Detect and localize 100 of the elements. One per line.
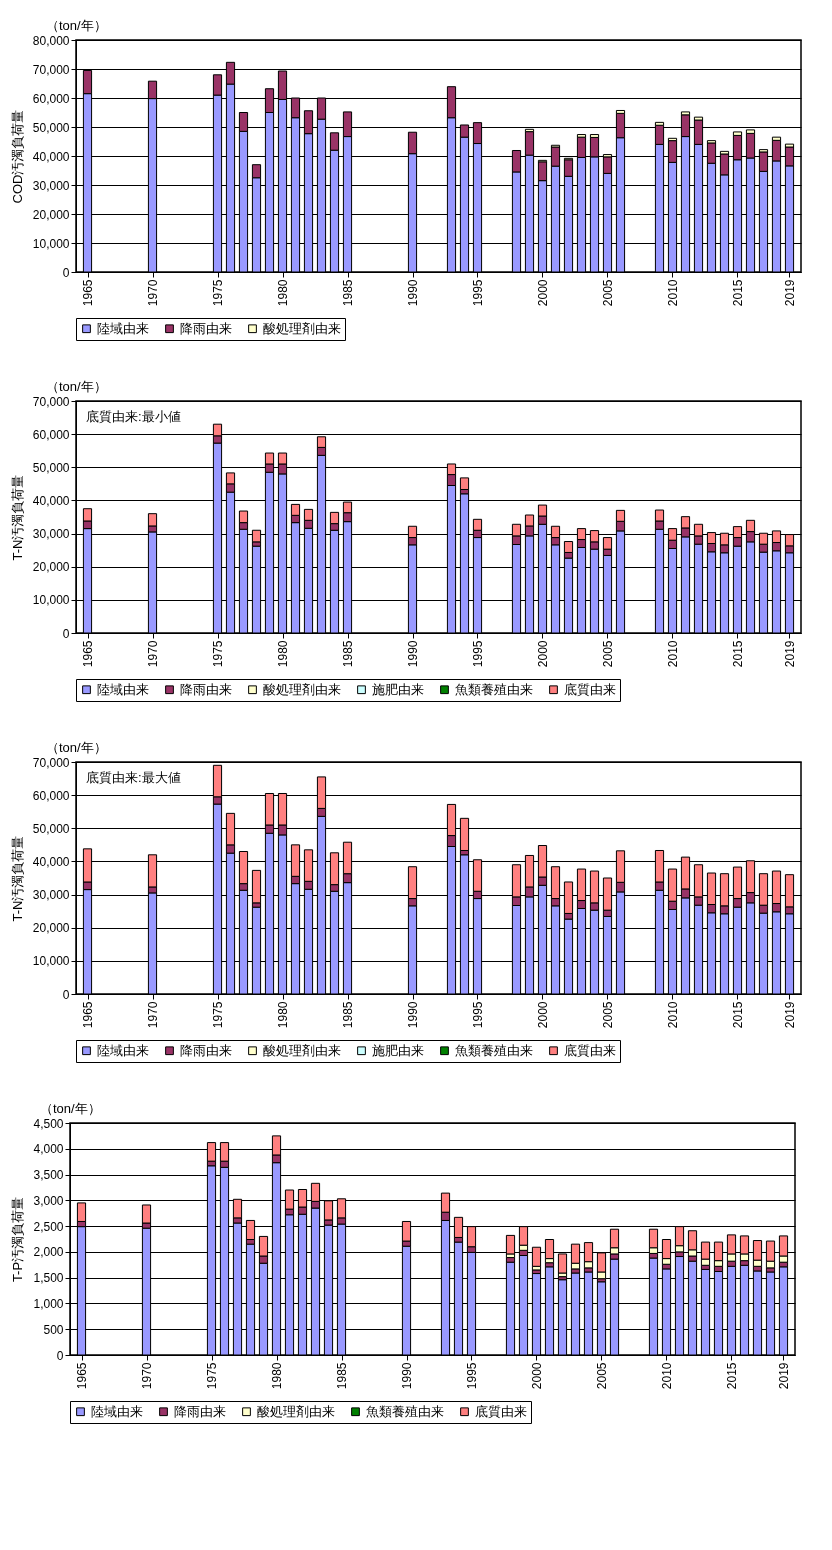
legend-label: 施肥由来 <box>372 681 424 697</box>
x-tick-label: 1985 <box>341 640 355 668</box>
x-tick-label: 2015 <box>731 279 745 307</box>
y-tick-label: 70,000 <box>32 62 70 77</box>
y-tick-label: 0 <box>56 1348 64 1363</box>
legend-label: 酸処理剤由来 <box>263 320 341 336</box>
x-tick-label: 2000 <box>536 1001 550 1029</box>
y-axis-title: T-N汚濁負荷量 <box>9 474 25 561</box>
legend-label: 降雨由来 <box>180 1042 232 1058</box>
legend-label: 魚類養殖由来 <box>455 1042 533 1058</box>
legend-label: 陸域由来 <box>97 320 149 336</box>
y-tick-label: 500 <box>43 1322 64 1337</box>
legend-label: 酸処理剤由来 <box>257 1403 335 1419</box>
x-tick-label: 2019 <box>783 279 797 307</box>
x-tick-label: 1965 <box>81 1001 95 1029</box>
legend-label: 降雨由来 <box>180 681 232 697</box>
y-tick-label: 1,000 <box>33 1296 64 1311</box>
x-tick-label: 2005 <box>601 1001 615 1029</box>
x-tick-label: 1965 <box>81 640 95 668</box>
x-tick-label: 2000 <box>536 640 550 668</box>
legend-label: 魚類養殖由来 <box>366 1403 444 1419</box>
x-tick-label: 2015 <box>731 640 745 668</box>
x-tick-label: 2015 <box>731 1001 745 1029</box>
x-tick-label: 1990 <box>406 1001 420 1029</box>
x-tick-label: 1975 <box>211 279 225 307</box>
legend-label: 底質由来 <box>564 681 616 697</box>
y-tick-label: 1,500 <box>33 1271 64 1286</box>
legend-label: 陸域由来 <box>97 1042 149 1058</box>
y-tick-label: 3,000 <box>33 1193 64 1208</box>
x-tick-label: 2019 <box>783 1001 797 1029</box>
x-tick-label: 1995 <box>471 1001 485 1029</box>
x-tick-label: 1995 <box>471 640 485 668</box>
y-tick-label: 0 <box>62 265 70 280</box>
legend-label: 施肥由来 <box>372 1042 424 1058</box>
y-tick-label: 80,000 <box>32 33 70 48</box>
x-tick-label: 1985 <box>335 1362 349 1390</box>
legend-label: 魚類養殖由来 <box>455 681 533 697</box>
x-tick-label: 1980 <box>276 1001 290 1029</box>
y-tick-label: 4,500 <box>33 1116 64 1131</box>
y-tick-label: 70,000 <box>32 755 70 770</box>
text: （ton/年） <box>46 740 107 755</box>
y-tick-label: 70,000 <box>32 394 70 409</box>
y-tick-label: 2,500 <box>33 1219 64 1234</box>
x-tick-label: 1970 <box>146 640 160 668</box>
text: （ton/年） <box>46 18 107 33</box>
y-tick-label: 30,000 <box>32 888 70 903</box>
x-tick-label: 2015 <box>725 1362 739 1390</box>
legend-label: 陸域由来 <box>97 681 149 697</box>
annotation: 底質由来:最大値 <box>86 770 181 785</box>
x-tick-label: 1975 <box>205 1362 219 1390</box>
x-tick-label: 1990 <box>406 640 420 668</box>
y-tick-label: 20,000 <box>32 921 70 936</box>
x-tick-label: 1990 <box>400 1362 414 1390</box>
y-tick-label: 0 <box>62 987 70 1002</box>
x-tick-label: 2010 <box>666 279 680 307</box>
y-tick-label: 2,000 <box>33 1245 64 1260</box>
y-tick-label: 30,000 <box>32 527 70 542</box>
y-tick-label: 10,000 <box>32 236 70 251</box>
x-tick-label: 1995 <box>471 279 485 307</box>
x-tick-label: 2000 <box>536 279 550 307</box>
x-tick-label: 2019 <box>777 1362 791 1390</box>
x-tick-label: 2010 <box>666 1001 680 1029</box>
x-tick-label: 1965 <box>75 1362 89 1390</box>
text: （ton/年） <box>46 379 107 394</box>
y-tick-label: 60,000 <box>32 427 70 442</box>
y-tick-label: 10,000 <box>32 954 70 969</box>
y-tick-label: 3,500 <box>33 1168 64 1183</box>
x-tick-label: 1985 <box>341 279 355 307</box>
x-tick-label: 2005 <box>601 640 615 668</box>
legend-label: 酸処理剤由来 <box>263 1042 341 1058</box>
x-tick-label: 2005 <box>595 1362 609 1390</box>
legend-label: 底質由来 <box>564 1042 616 1058</box>
x-tick-label: 1980 <box>276 640 290 668</box>
y-tick-label: 50,000 <box>32 120 70 135</box>
x-tick-label: 1965 <box>81 279 95 307</box>
x-tick-label: 2019 <box>783 640 797 668</box>
y-axis-title: T-P汚濁負荷量 <box>10 1196 26 1283</box>
x-tick-label: 1975 <box>211 640 225 668</box>
x-tick-label: 1970 <box>140 1362 154 1390</box>
legend-label: 降雨由来 <box>174 1403 226 1419</box>
x-tick-label: 2005 <box>601 279 615 307</box>
text: （ton/年） <box>40 1101 101 1116</box>
y-tick-label: 40,000 <box>32 149 70 164</box>
legend-label: 陸域由来 <box>91 1403 143 1419</box>
x-tick-label: 1970 <box>146 279 160 307</box>
x-tick-label: 2000 <box>530 1362 544 1390</box>
y-tick-label: 20,000 <box>32 207 70 222</box>
y-tick-label: 50,000 <box>32 821 70 836</box>
y-tick-label: 50,000 <box>32 460 70 475</box>
legend-label: 底質由来 <box>475 1403 527 1419</box>
bar <box>459 477 470 490</box>
y-tick-label: 30,000 <box>32 178 70 193</box>
y-tick-label: 60,000 <box>32 91 70 106</box>
x-tick-label: 1970 <box>146 1001 160 1029</box>
x-tick-label: 1980 <box>276 279 290 307</box>
x-tick-label: 2010 <box>660 1362 674 1390</box>
y-axis-title: T-N汚濁負荷量 <box>9 835 25 922</box>
x-tick-label: 1995 <box>465 1362 479 1390</box>
annotation: 底質由来:最小値 <box>86 409 181 424</box>
x-tick-label: 1980 <box>270 1362 284 1390</box>
